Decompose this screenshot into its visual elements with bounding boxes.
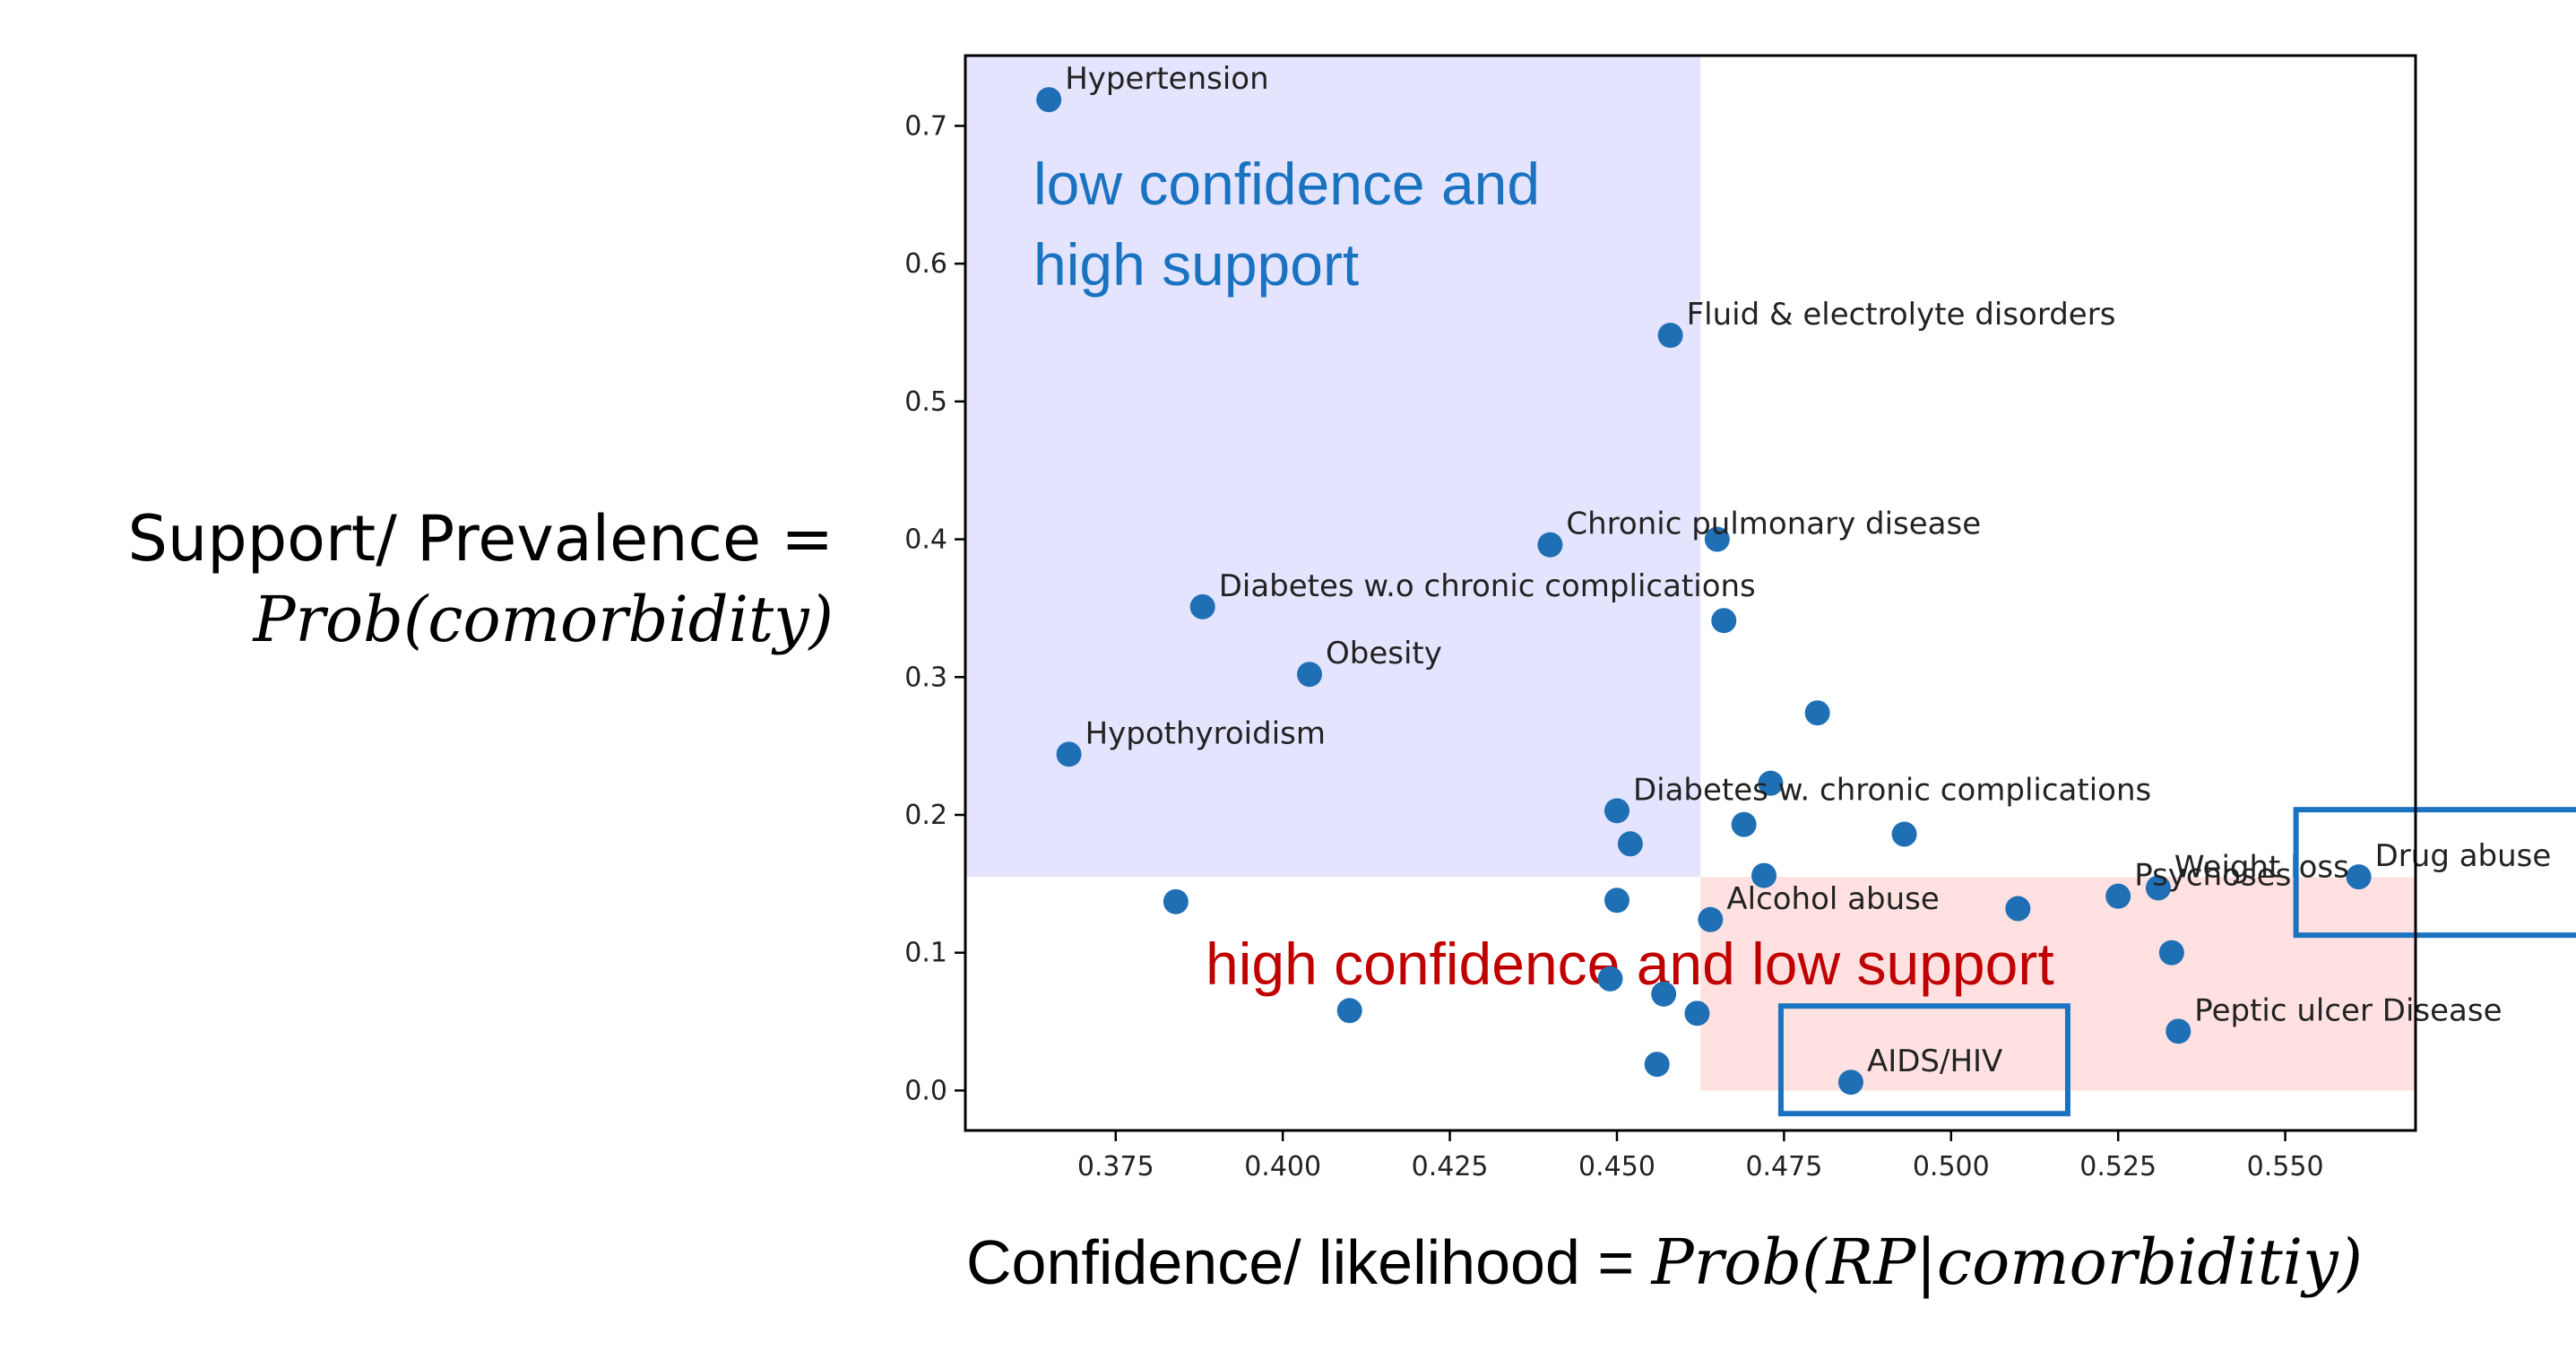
data-point (2005, 896, 2031, 922)
y-tick-label: 0.0 (904, 1075, 947, 1106)
data-point (1684, 1000, 1710, 1026)
data-point (2346, 864, 2372, 890)
point-labels-layer: Hypertension Fluid & electrolyte disorder… (1065, 61, 2551, 1079)
data-point (2145, 875, 2171, 901)
data-point (1537, 532, 1563, 558)
highlight-boxes-layer (1777, 807, 2576, 1117)
data-point-label: Hypertension (1065, 61, 1268, 97)
data-point (1336, 998, 1362, 1024)
region-low-confidence-high-support (965, 56, 1701, 878)
points-layer (1036, 87, 2372, 1096)
data-point (1597, 966, 1623, 992)
data-point-label: Fluid & electrolyte disorders (1687, 297, 2116, 333)
data-point-label: AIDS/HIV (1867, 1044, 2002, 1079)
data-point (1698, 906, 1724, 932)
x-tick-label: 0.525 (2079, 1151, 2157, 1182)
y-tick-label: 0.6 (904, 248, 947, 280)
data-point (1758, 770, 1784, 796)
data-point (1056, 741, 1082, 767)
data-point-label: Alcohol abuse (1726, 881, 1939, 917)
y-tick-label: 0.5 (904, 386, 947, 418)
regions-layer: low confidence and high support high confi… (965, 56, 2416, 1091)
x-axis-label-text: Confidence/ likelihood = (966, 1227, 1652, 1297)
data-point (1731, 811, 1757, 837)
x-tick-label: 0.500 (1913, 1151, 1990, 1182)
data-point (1804, 700, 1830, 726)
region-label-line: high support (1033, 231, 1359, 298)
y-tick-label: 0.3 (904, 662, 947, 693)
data-point (1604, 798, 1629, 824)
data-point (2165, 1018, 2191, 1044)
data-point-label: Chronic pulmonary disease (1566, 507, 1981, 542)
x-axis-label: Confidence/ likelihood = Prob(RP|comorbi… (966, 1225, 2363, 1299)
region-label-line: high confidence and low support (1206, 931, 2054, 997)
data-point-label: Psychoses (2134, 858, 2291, 894)
y-tick-label: 0.4 (904, 524, 947, 556)
data-point-label: Diabetes w.o chronic complications (1219, 568, 1756, 604)
x-axis-label-math: Prob(RP|comorbiditiy) (1650, 1225, 2363, 1299)
x-tick-label: 0.450 (1578, 1151, 1655, 1182)
highlight-box (1777, 1003, 2070, 1117)
y-tick-label: 0.2 (904, 800, 947, 831)
y-axis-label: Support/ Prevalence = Prob(comorbidity) (108, 502, 834, 656)
ticks-layer: 0.375 0.400 0.425 0.450 0.475 0.500 0.525 0.550… (904, 110, 2323, 1182)
data-point-label: Diabetes w. chronic complications (1633, 772, 2151, 808)
data-point (1837, 1070, 1863, 1096)
data-point-label: Obesity (1326, 636, 1442, 671)
data-point (1711, 608, 1737, 634)
data-point (1189, 593, 1215, 619)
x-tick-label: 0.375 (1077, 1151, 1154, 1182)
x-tick-label: 0.475 (1745, 1151, 1822, 1182)
data-point (2105, 883, 2131, 909)
data-point (1296, 662, 1322, 688)
y-axis-label-line2: Prob(comorbidity) (253, 583, 834, 656)
region-label-line: low confidence and (1033, 151, 1540, 217)
data-point (2158, 940, 2184, 966)
highlight-box (2293, 807, 2576, 939)
data-point (1644, 1052, 1670, 1078)
x-tick-label: 0.425 (1412, 1151, 1489, 1182)
y-tick-label: 0.7 (904, 110, 947, 142)
plot-frame (964, 54, 2417, 1132)
data-point (1604, 888, 1629, 914)
data-point (1704, 526, 1730, 552)
data-point-label: Hypothyroidism (1085, 715, 1326, 751)
data-point (1617, 831, 1643, 857)
data-point (1036, 87, 1062, 113)
data-point-label: Drug abuse (2375, 838, 2552, 874)
data-point (1751, 862, 1777, 888)
data-point (1651, 981, 1677, 1007)
data-point (1891, 821, 1917, 847)
data-point-label: Weight loss (2174, 849, 2349, 885)
y-axis-label-line1: Support/ Prevalence = (127, 502, 834, 576)
data-point (1657, 323, 1683, 349)
y-tick-label: 0.1 (904, 938, 947, 969)
data-point (1163, 888, 1189, 914)
x-tick-label: 0.400 (1244, 1151, 1321, 1182)
data-point-label: Peptic ulcer Disease (2194, 992, 2502, 1028)
x-tick-label: 0.550 (2247, 1151, 2324, 1182)
